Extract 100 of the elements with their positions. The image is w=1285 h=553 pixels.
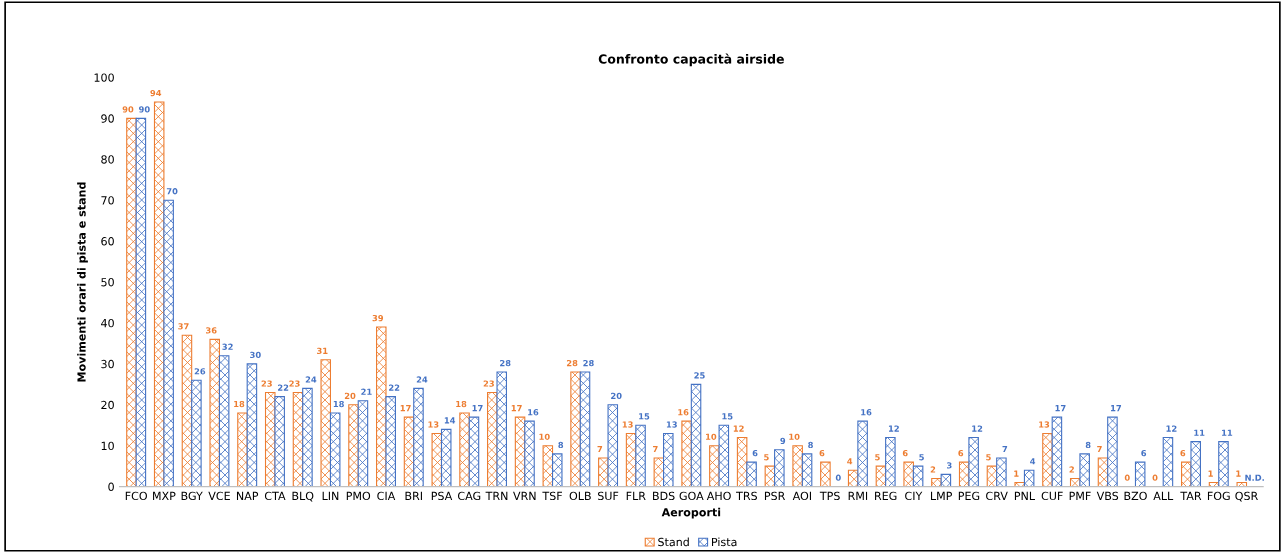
bar [996, 457, 1007, 487]
data-label: 14 [444, 417, 456, 424]
bar [792, 445, 803, 487]
data-label: 28 [583, 359, 594, 367]
bar [302, 387, 313, 487]
bar [690, 383, 702, 487]
data-label: 24 [416, 376, 428, 383]
chart-title: Confronto capacità airside [598, 53, 784, 67]
data-label: 13 [666, 421, 677, 428]
data-label: 37 [178, 323, 189, 330]
bar [135, 117, 147, 487]
bar [1162, 436, 1174, 487]
bar [746, 461, 757, 487]
data-label: 12 [733, 425, 744, 432]
data-label: 10 [706, 433, 717, 440]
bar [375, 326, 387, 487]
bar [468, 416, 480, 487]
bar [885, 436, 896, 487]
data-label: 6 [902, 450, 908, 457]
data-label: 5 [919, 454, 924, 461]
data-label: 7 [653, 446, 658, 453]
bar [357, 400, 369, 487]
y-tick-label: 80 [101, 155, 114, 164]
x-tick-label: TPS [819, 491, 840, 501]
data-label: 70 [166, 188, 178, 195]
data-label: 21 [361, 388, 372, 395]
y-tick-label: 10 [101, 441, 114, 451]
data-label: 90 [122, 106, 134, 113]
x-tick-label: QSR [1235, 491, 1258, 502]
bar [126, 117, 137, 487]
data-label: 6 [819, 450, 825, 457]
data-label: 13 [622, 421, 633, 428]
data-label: 30 [250, 351, 261, 359]
bar [246, 363, 258, 487]
x-tick-label: REG [875, 491, 897, 501]
bar [440, 428, 452, 487]
data-label: 20 [344, 392, 356, 400]
bar [857, 420, 868, 487]
data-label: 0 [835, 474, 841, 481]
x-tick-label: FOG [1207, 491, 1230, 501]
data-label: 94 [150, 89, 162, 97]
data-label: 28 [566, 359, 578, 367]
y-tick-label: 50 [101, 278, 114, 287]
data-label: 26 [194, 368, 206, 375]
data-label: 7 [597, 446, 603, 453]
bar [496, 371, 508, 487]
x-tick-label: AOI [792, 491, 811, 501]
bar [1190, 441, 1201, 487]
x-tick-label: NAP [236, 491, 259, 500]
data-label: 7 [1097, 446, 1102, 453]
data-label: 1 [1014, 470, 1019, 477]
data-label: 5 [986, 454, 991, 461]
data-label: 16 [861, 409, 872, 416]
bar [774, 449, 785, 487]
bar [801, 453, 813, 487]
data-label: 15 [639, 413, 650, 420]
data-label: 4 [847, 458, 853, 465]
x-tick-label: CIY [905, 491, 923, 501]
data-label: 36 [206, 327, 217, 334]
x-tick-label: TSF [542, 491, 563, 501]
bar [607, 404, 619, 487]
data-label: 39 [372, 314, 384, 322]
x-tick-label: LIN [322, 491, 339, 500]
data-label: 6 [1180, 450, 1186, 457]
data-label: 16 [678, 409, 689, 416]
data-label: 2 [1069, 466, 1074, 473]
x-tick-label: LMP [931, 491, 953, 500]
bar [413, 387, 424, 487]
x-tick-label: PMF [1069, 491, 1091, 500]
x-tick-label: BZO [1124, 491, 1147, 501]
bar [1218, 441, 1229, 487]
bar [1079, 453, 1090, 487]
data-label: 13 [428, 421, 439, 428]
x-tick-label: BLQ [292, 491, 314, 502]
bar [209, 338, 220, 487]
text: N.D. [1245, 474, 1264, 481]
data-label: 22 [389, 384, 400, 391]
x-tick-label: BDS [653, 491, 675, 501]
bar [329, 412, 341, 487]
bar [163, 199, 174, 487]
bar [274, 396, 285, 487]
x-tick-label: TRS [736, 491, 758, 501]
bar [542, 445, 554, 487]
bar [1236, 481, 1248, 487]
bar [153, 101, 165, 487]
data-label: 10 [789, 433, 800, 440]
data-label: 31 [317, 347, 328, 354]
data-label: 17 [1111, 405, 1122, 412]
data-label: 17 [1055, 405, 1066, 412]
data-label: 24 [305, 376, 317, 383]
x-tick-label: OLB [569, 491, 591, 501]
data-label: 12 [1166, 425, 1177, 432]
data-label: 8 [808, 441, 813, 449]
data-label: 12 [888, 425, 899, 432]
data-label: 5 [875, 454, 880, 461]
x-tick-label: PNL [1014, 491, 1035, 500]
x-tick-label: FCO [125, 491, 147, 501]
bar [1107, 416, 1118, 487]
data-label: 17 [472, 405, 483, 412]
x-tick-label: VBS [1096, 491, 1119, 501]
